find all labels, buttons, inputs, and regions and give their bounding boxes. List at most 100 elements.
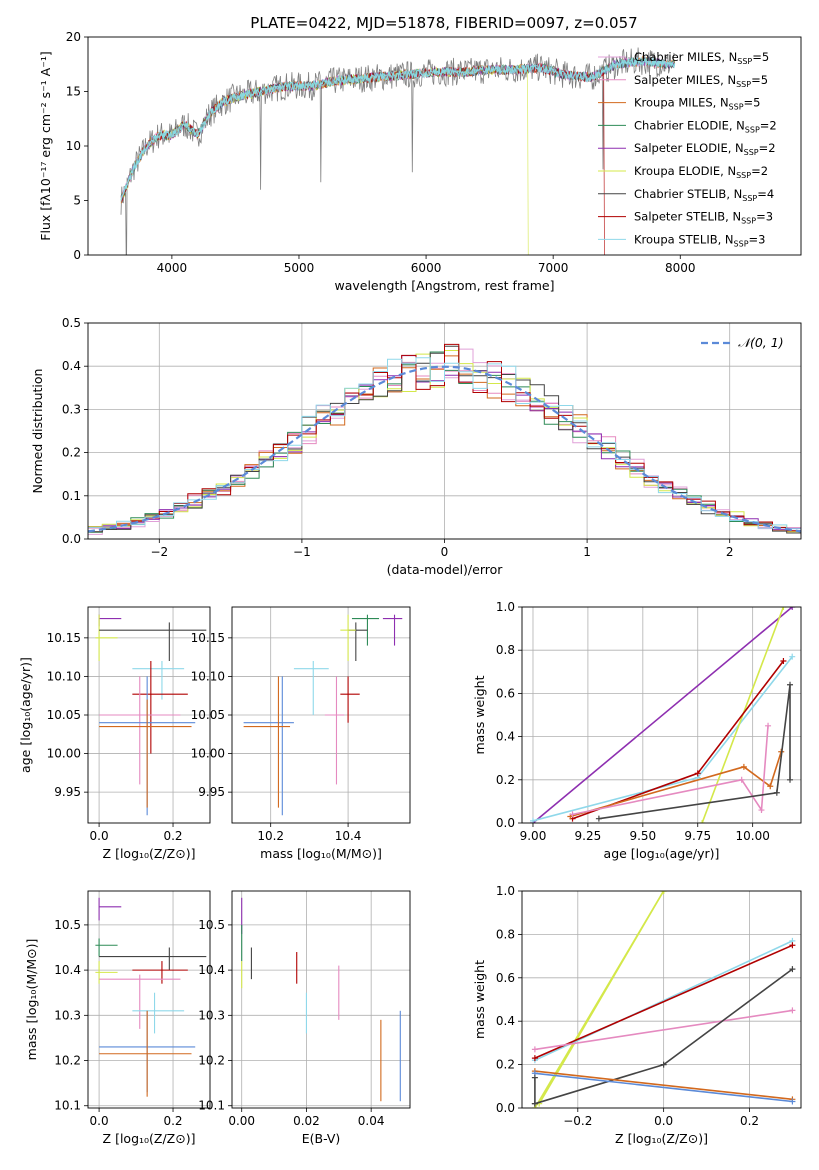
- weight-marker: [789, 653, 796, 660]
- x-tick-label: 10.4: [335, 829, 362, 843]
- weight-line: [538, 891, 665, 1105]
- weight-line: [534, 944, 793, 1059]
- histograms: [88, 343, 801, 538]
- weight-line: [534, 1070, 793, 1101]
- y-axis-label: age [log₁₀(age/yr)]: [18, 657, 33, 773]
- weight-lines: [529, 607, 796, 823]
- x-tick-label: 0.2: [740, 1114, 759, 1128]
- y-axis-label: mass weight: [472, 960, 487, 1039]
- weight-marker: [531, 1055, 538, 1062]
- y-tick-label: 1.0: [496, 884, 515, 898]
- age-vs-mass-panel: 10.2 10.4 9.95 10.00 10.05 10.10 10.15 mass [lo…: [191, 606, 411, 861]
- x-axis-label: mass [log₁₀(M/M⊙)]: [260, 846, 382, 861]
- x-tick-label: 9.00: [520, 829, 547, 843]
- weight-line: [598, 684, 791, 820]
- y-tick-label: 0.0: [62, 532, 81, 546]
- weight-marker: [531, 1074, 538, 1081]
- axes-frame: [87, 606, 211, 824]
- weight-marker: [569, 811, 576, 818]
- mass-weight-vs-metallicity-panel: −0.2 0.0 0.2 0.0 0.2 0.4 0.6 0.8 1.0 Z [log₁₀(Z/Z…: [472, 884, 802, 1146]
- axes-frame: [521, 890, 802, 1109]
- weight-marker: [780, 607, 787, 610]
- y-tick-label: 10.5: [198, 918, 225, 932]
- y-tick-label: 9.95: [54, 785, 81, 799]
- x-tick-label: −0.2: [563, 1114, 592, 1128]
- x-tick-label: 1: [583, 545, 591, 559]
- normal-distribution-curve: [88, 365, 801, 533]
- x-tick-label: −2: [150, 545, 168, 559]
- axes-frame: [231, 606, 411, 824]
- x-tick-label: 9.25: [575, 829, 602, 843]
- residuals-panel: −2 −1 0 1 2 0.0 0.1 0.2 0.3 0.4 0.5 (data-model)/er…: [30, 316, 802, 577]
- errorbars: [243, 614, 403, 816]
- best-model-line: [120, 56, 676, 201]
- legend-label: Chabrier STELIB, NSSP=4: [634, 187, 774, 203]
- legend-label: Kroupa MILES, NSSP=5: [634, 96, 760, 112]
- model-spectrum-line: [120, 63, 605, 255]
- y-tick-label: 10.10: [191, 669, 225, 683]
- weight-marker: [531, 1046, 538, 1053]
- errorbars: [95, 614, 207, 816]
- weight-line: [534, 1009, 793, 1051]
- y-tick-label: 0.6: [496, 971, 515, 985]
- y-tick-label: 0: [73, 248, 81, 262]
- y-tick-label: 0.8: [496, 927, 515, 941]
- weight-marker: [773, 789, 780, 796]
- weight-marker: [660, 1061, 667, 1068]
- weight-marker: [740, 763, 747, 770]
- y-tick-label: 10.5: [54, 918, 81, 932]
- mass-vs-ebv-panel: 0.00 0.02 0.04 10.1 10.2 10.3 10.4 10.5 E(B-V): [198, 890, 411, 1146]
- axes-frame: [87, 36, 802, 256]
- mass-vs-metallicity-panel: 0.0 0.2 10.1 10.2 10.3 10.4 10.5 Z [log₁₀(Z/Z⊙)…: [24, 890, 211, 1146]
- y-tick-label: 10.00: [47, 747, 81, 761]
- y-tick-label: 9.95: [198, 785, 225, 799]
- legend-label: Salpeter ELODIE, NSSP=2: [634, 141, 776, 157]
- weight-marker: [765, 722, 772, 729]
- x-tick-label: 0.04: [358, 1114, 385, 1128]
- y-tick-label: 0.0: [496, 816, 515, 830]
- x-tick-label: 0.2: [163, 829, 182, 843]
- legend-label: 𝒩(0, 1): [738, 335, 784, 350]
- x-tick-label: 6000: [411, 261, 442, 275]
- weight-marker: [787, 776, 794, 783]
- x-tick-label: 8000: [665, 261, 696, 275]
- y-tick-label: 10.15: [191, 631, 225, 645]
- x-tick-label: 0.00: [228, 1114, 255, 1128]
- legend-label: Chabrier MILES, NSSP=5: [634, 50, 769, 66]
- weight-marker: [780, 658, 787, 664]
- weight-lines: [531, 891, 796, 1108]
- x-tick-label: 10.2: [257, 829, 284, 843]
- weight-marker: [767, 783, 774, 790]
- residual-histogram: [88, 357, 801, 535]
- y-tick-label: 20: [66, 30, 81, 44]
- x-tick-label: −1: [293, 545, 311, 559]
- y-tick-label: 0.2: [496, 1058, 515, 1072]
- errorbars: [95, 897, 207, 1097]
- y-tick-label: 10.4: [198, 963, 225, 977]
- y-axis-label: Normed distribution: [30, 369, 45, 494]
- y-tick-label: 10.00: [191, 747, 225, 761]
- x-axis-label: wavelength [Angstrom, rest frame]: [334, 278, 554, 293]
- x-tick-label: 0.0: [90, 829, 109, 843]
- y-tick-label: 0.8: [496, 643, 515, 657]
- spectrum-curves: [120, 47, 676, 255]
- spectrum-legend: Chabrier MILES, NSSP=5 Salpeter MILES, NS…: [598, 50, 777, 248]
- weight-marker: [758, 807, 765, 814]
- y-tick-label: 10.05: [191, 708, 225, 722]
- x-tick-label: 0.0: [90, 1114, 109, 1128]
- y-tick-label: 10.2: [198, 1054, 225, 1068]
- weight-marker: [789, 607, 796, 610]
- age-vs-metallicity-panel: 0.0 0.2 9.95 10.00 10.05 10.10 10.15 Z [log₁₀(Z…: [18, 606, 211, 861]
- weight-marker: [789, 1098, 796, 1105]
- weight-line: [570, 751, 782, 818]
- x-tick-label: 2: [726, 545, 734, 559]
- y-tick-label: 10.15: [47, 631, 81, 645]
- errorbars: [241, 897, 401, 1102]
- weight-marker: [660, 891, 667, 894]
- legend-label: Salpeter STELIB, NSSP=3: [634, 210, 773, 226]
- x-tick-label: 0.02: [293, 1114, 320, 1128]
- axes-frame: [521, 606, 802, 824]
- figure-title: PLATE=0422, MJD=51878, FIBERID=0097, z=0…: [250, 14, 637, 32]
- y-tick-label: 10.1: [54, 1099, 81, 1113]
